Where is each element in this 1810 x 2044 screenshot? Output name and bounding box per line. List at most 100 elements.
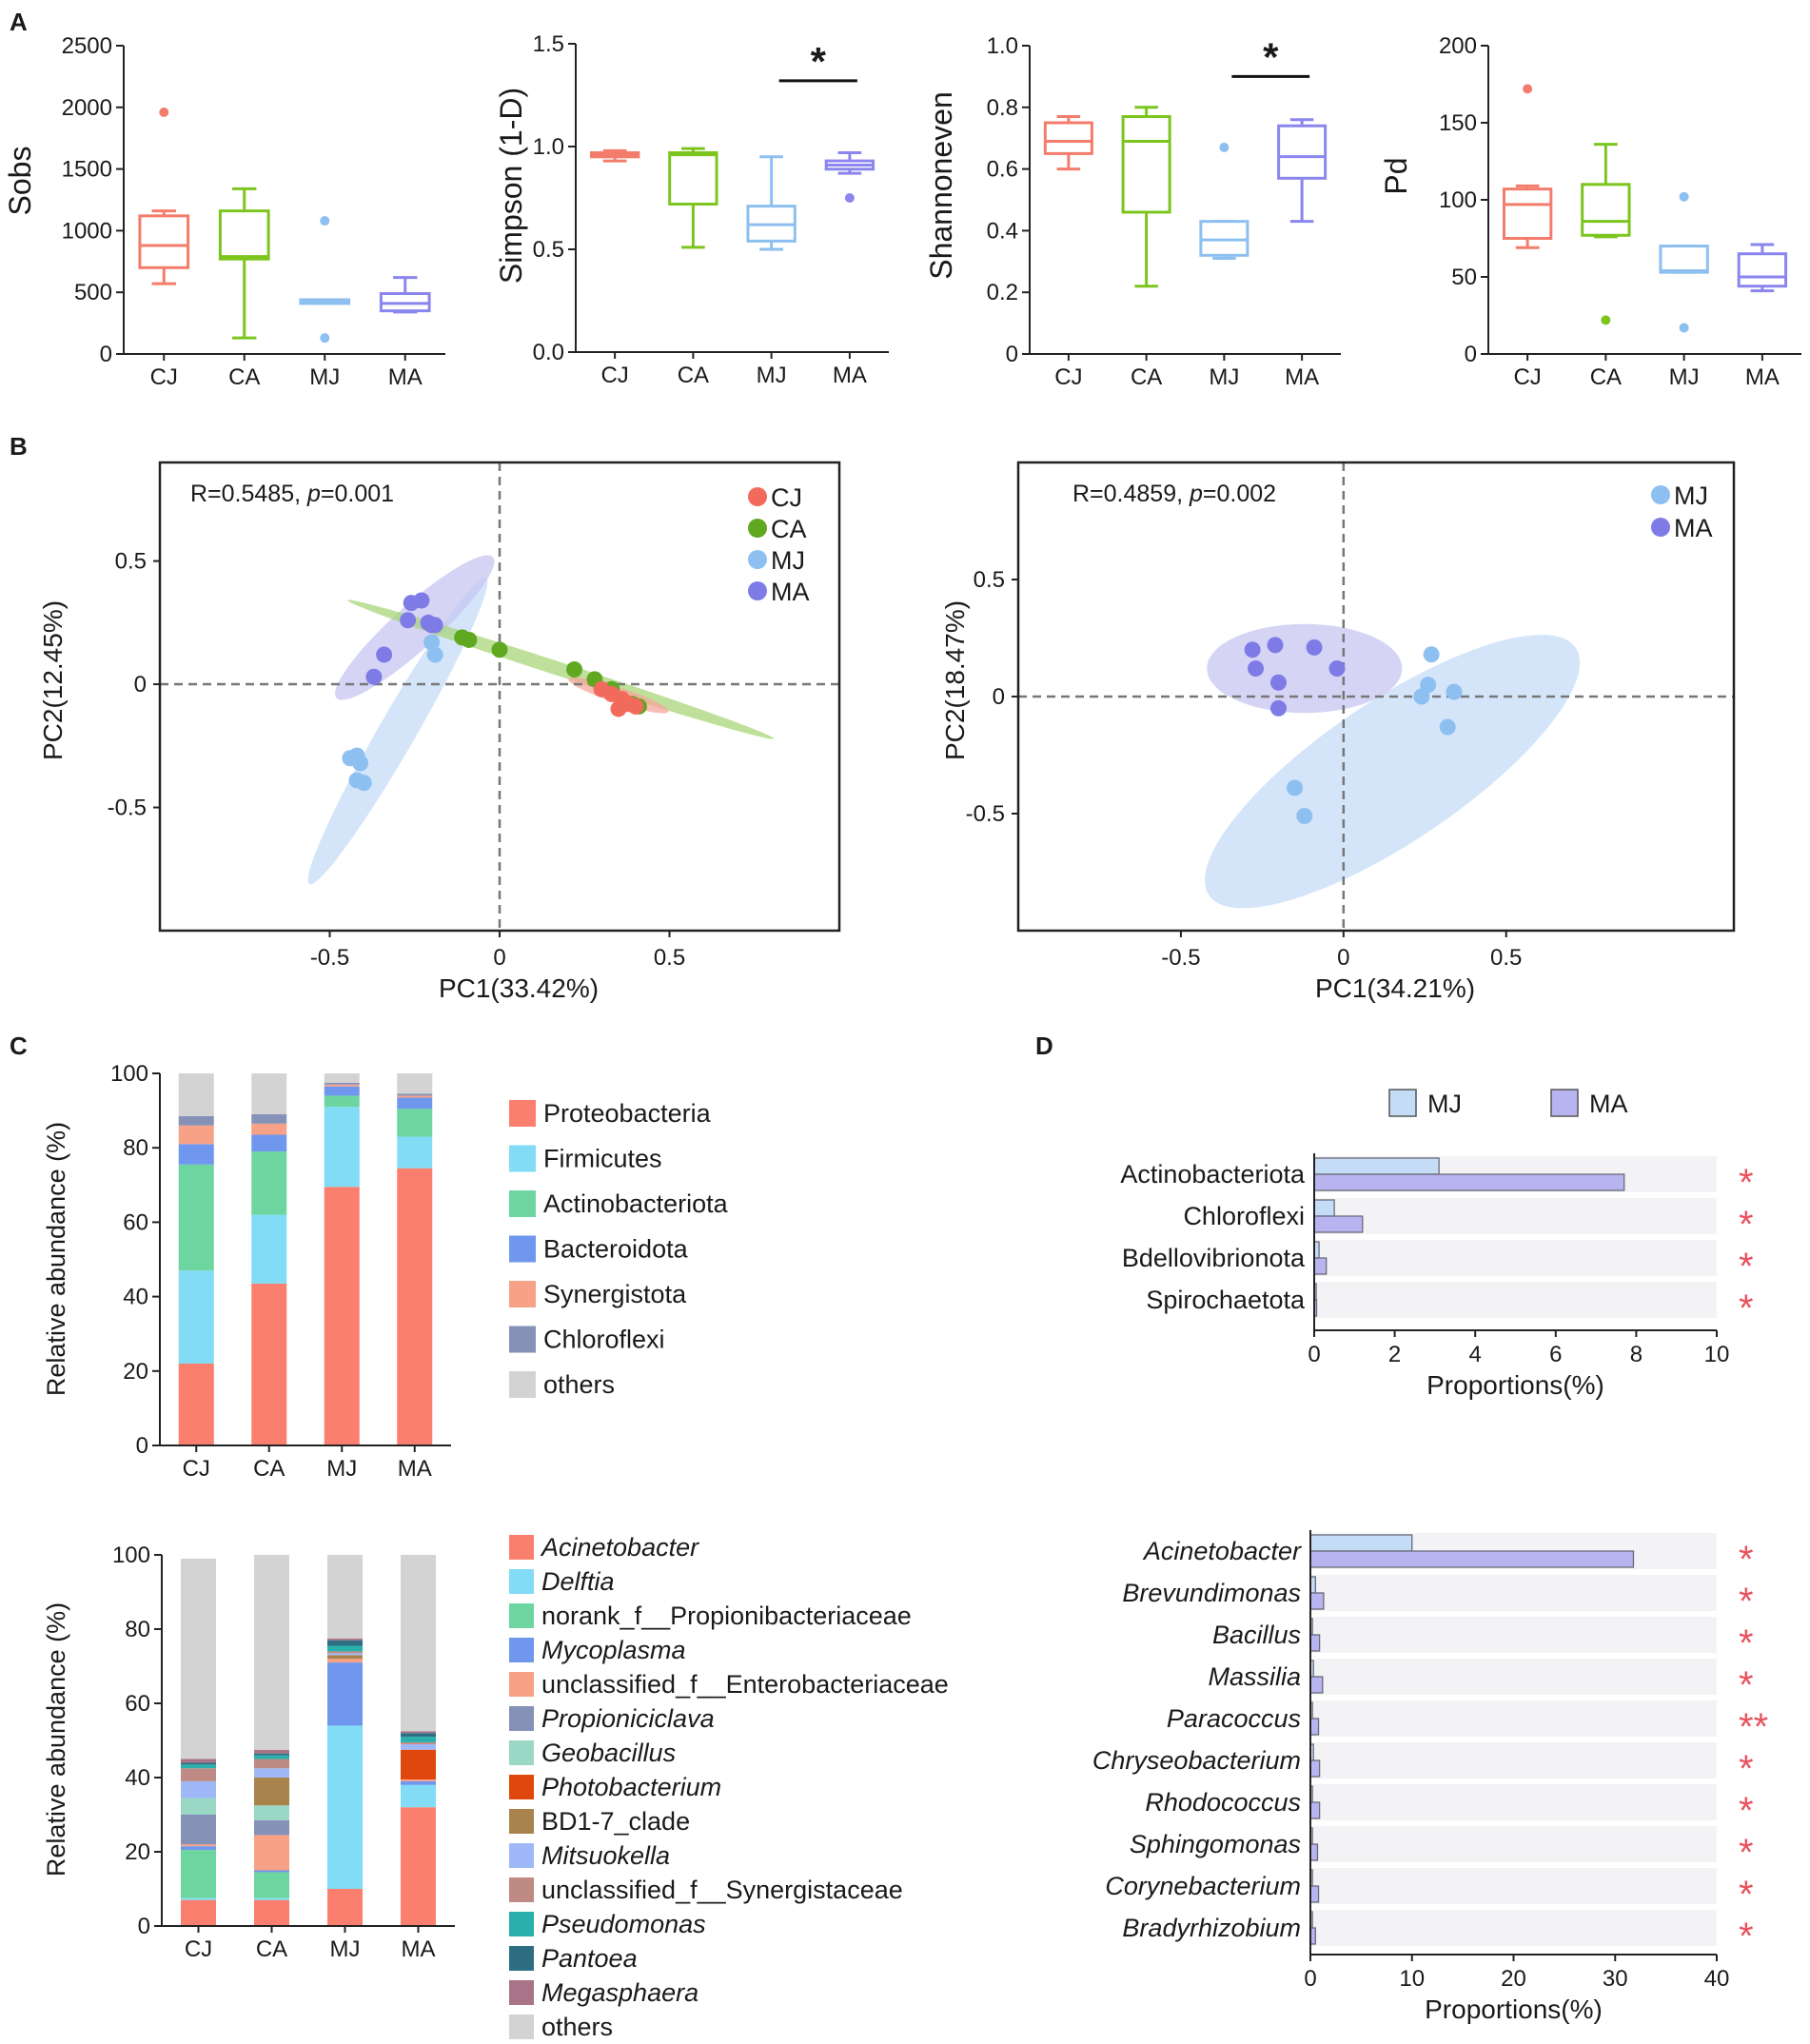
y-tick-label: -0.5 bbox=[966, 801, 1005, 827]
legend-label: Mycoplasma bbox=[541, 1636, 686, 1664]
bar-ma bbox=[1309, 1676, 1324, 1694]
x-tick-label: 0.5 bbox=[1490, 945, 1522, 971]
bar-segment bbox=[324, 1095, 360, 1108]
bar-segment bbox=[327, 1659, 363, 1663]
bar-mj bbox=[1313, 1199, 1335, 1217]
legend-swatch bbox=[509, 1740, 534, 1765]
boxplot-a4: 0 50 100 150 200 CJ CA MJ MA Pd bbox=[1379, 33, 1801, 390]
box-mj bbox=[1199, 142, 1249, 261]
boxplot-a3: 0 0.2 0.4 0.6 0.8 1.0 CJ CA MJ MA Shannoneven * bbox=[924, 33, 1341, 390]
bar-mj bbox=[327, 1555, 363, 1926]
sample-point bbox=[1423, 646, 1440, 663]
category-label: Chryseobacterium bbox=[1092, 1746, 1301, 1775]
box-mj bbox=[1659, 191, 1709, 333]
hbar-d2: Acinetobacter *Brevundimonas *Bacillus *Mas… bbox=[1092, 1530, 1768, 2024]
y-axis-label: Relative abundance (%) bbox=[42, 1122, 70, 1396]
category-label: Sphingomonas bbox=[1130, 1830, 1301, 1858]
significance-star: * bbox=[1739, 1790, 1754, 1832]
box-ca bbox=[1581, 143, 1631, 325]
pcoa-b1: -0.5 0 0.5 0.5 0 -0.5 PC1(33.42%) PC2(12.45%) R=… bbox=[38, 461, 841, 1003]
y-tick-label: 0.8 bbox=[987, 95, 1018, 121]
x-axis-label: Proportions(%) bbox=[1425, 1995, 1603, 2024]
panel-label-b: B bbox=[10, 432, 28, 461]
stacked-bar-c2: 0 20 40 60 80 100 CJ CA MJ MA Relative abundance (… bbox=[42, 1533, 949, 2041]
bar-segment bbox=[181, 1846, 216, 1851]
x-tick-label: CJ bbox=[150, 364, 178, 390]
stat-r-value: R=0.5485, bbox=[190, 481, 307, 507]
bar-segment bbox=[181, 1768, 216, 1781]
category-label: Paracoccus bbox=[1167, 1704, 1301, 1733]
x-tick-label: MJ bbox=[309, 364, 340, 390]
y-tick-label: 80 bbox=[125, 1617, 150, 1642]
legend-label: Propioniciclava bbox=[541, 1704, 715, 1733]
bar-segment bbox=[401, 1555, 436, 1732]
row-actinobacteriota: Actinobacteriota * bbox=[1120, 1156, 1754, 1204]
bar-segment bbox=[397, 1168, 433, 1445]
iqr-box bbox=[138, 214, 190, 269]
bar-ma bbox=[1313, 1215, 1364, 1233]
hbar-d1: Actinobacteriota *Chloroflexi *Bdellovibri… bbox=[1120, 1089, 1754, 1400]
legend-swatch bbox=[509, 1603, 534, 1628]
bar-segment bbox=[397, 1136, 433, 1169]
category-label: Acinetobacter bbox=[1142, 1537, 1302, 1565]
category-label: Actinobacteriota bbox=[1120, 1160, 1306, 1189]
bar-ma bbox=[1309, 1801, 1321, 1819]
box-cj bbox=[1043, 115, 1093, 171]
sample-point bbox=[627, 698, 644, 715]
bar-segment bbox=[401, 1749, 436, 1779]
box-cj bbox=[589, 148, 640, 163]
sample-point bbox=[1439, 718, 1456, 736]
legend-label-mj: MJ bbox=[771, 546, 805, 575]
bar-segment bbox=[254, 1872, 289, 1898]
legend-marker-mj bbox=[1651, 485, 1670, 504]
y-tick-label: 0.4 bbox=[987, 218, 1018, 244]
iqr-box bbox=[218, 209, 270, 261]
y-tick-label: 60 bbox=[125, 1691, 150, 1717]
sample-point bbox=[1287, 779, 1304, 796]
legend-marker-ma bbox=[1651, 518, 1670, 537]
bar-ma bbox=[1309, 1718, 1320, 1736]
legend-label: Firmicutes bbox=[543, 1145, 662, 1173]
bar-ma bbox=[1309, 1885, 1320, 1903]
bar-segment bbox=[324, 1086, 360, 1096]
bar-segment bbox=[251, 1134, 287, 1152]
sample-point bbox=[413, 592, 430, 609]
series-mj bbox=[1287, 646, 1463, 824]
outlier-point bbox=[1523, 84, 1533, 94]
legend: Proteobacteria Firmicutes Actinobacteriota… bbox=[509, 1099, 729, 1399]
bar-segment bbox=[397, 1095, 433, 1098]
category-label: Rhodococcus bbox=[1145, 1788, 1301, 1817]
x-tick-label: 20 bbox=[1501, 1966, 1526, 1992]
x-tick-label: CJ bbox=[183, 1456, 210, 1482]
legend-label: Megasphaera bbox=[541, 1978, 698, 2007]
legend-label: unclassified_f__Synergistaceae bbox=[541, 1876, 903, 1904]
significance-star: * bbox=[1739, 1246, 1754, 1287]
x-tick-label: MA bbox=[388, 364, 423, 390]
legend-swatch bbox=[509, 1775, 534, 1799]
bar-segment bbox=[181, 1558, 216, 1759]
outlier-point bbox=[1601, 315, 1611, 325]
bar-cj bbox=[178, 1073, 214, 1445]
sample-point bbox=[1446, 683, 1463, 700]
y-axis-label: Shannoneven bbox=[924, 91, 958, 280]
bar-segment bbox=[178, 1073, 214, 1116]
legend-swatch bbox=[509, 1371, 536, 1398]
sample-point bbox=[491, 641, 508, 658]
y-tick-label: 60 bbox=[123, 1209, 148, 1235]
x-tick-label: MA bbox=[1285, 364, 1319, 390]
category-label: Corynebacterium bbox=[1105, 1872, 1301, 1900]
legend-label: others bbox=[543, 1370, 615, 1399]
x-tick-label: CA bbox=[678, 363, 709, 388]
legend-label-ca: CA bbox=[771, 515, 807, 543]
bar-segment bbox=[181, 1764, 216, 1769]
sample-point bbox=[1306, 639, 1323, 656]
sample-point bbox=[355, 775, 372, 792]
x-tick-label: CA bbox=[1590, 364, 1622, 390]
row-chloroflexi: Chloroflexi * bbox=[1183, 1198, 1754, 1246]
legend-label: norank_f__Propionibacteriaceae bbox=[541, 1602, 912, 1630]
box-ma bbox=[1277, 118, 1328, 224]
bar-ma bbox=[401, 1555, 436, 1926]
bar-segment bbox=[397, 1109, 433, 1137]
bar-segment bbox=[181, 1759, 216, 1763]
bar-segment bbox=[254, 1778, 289, 1806]
